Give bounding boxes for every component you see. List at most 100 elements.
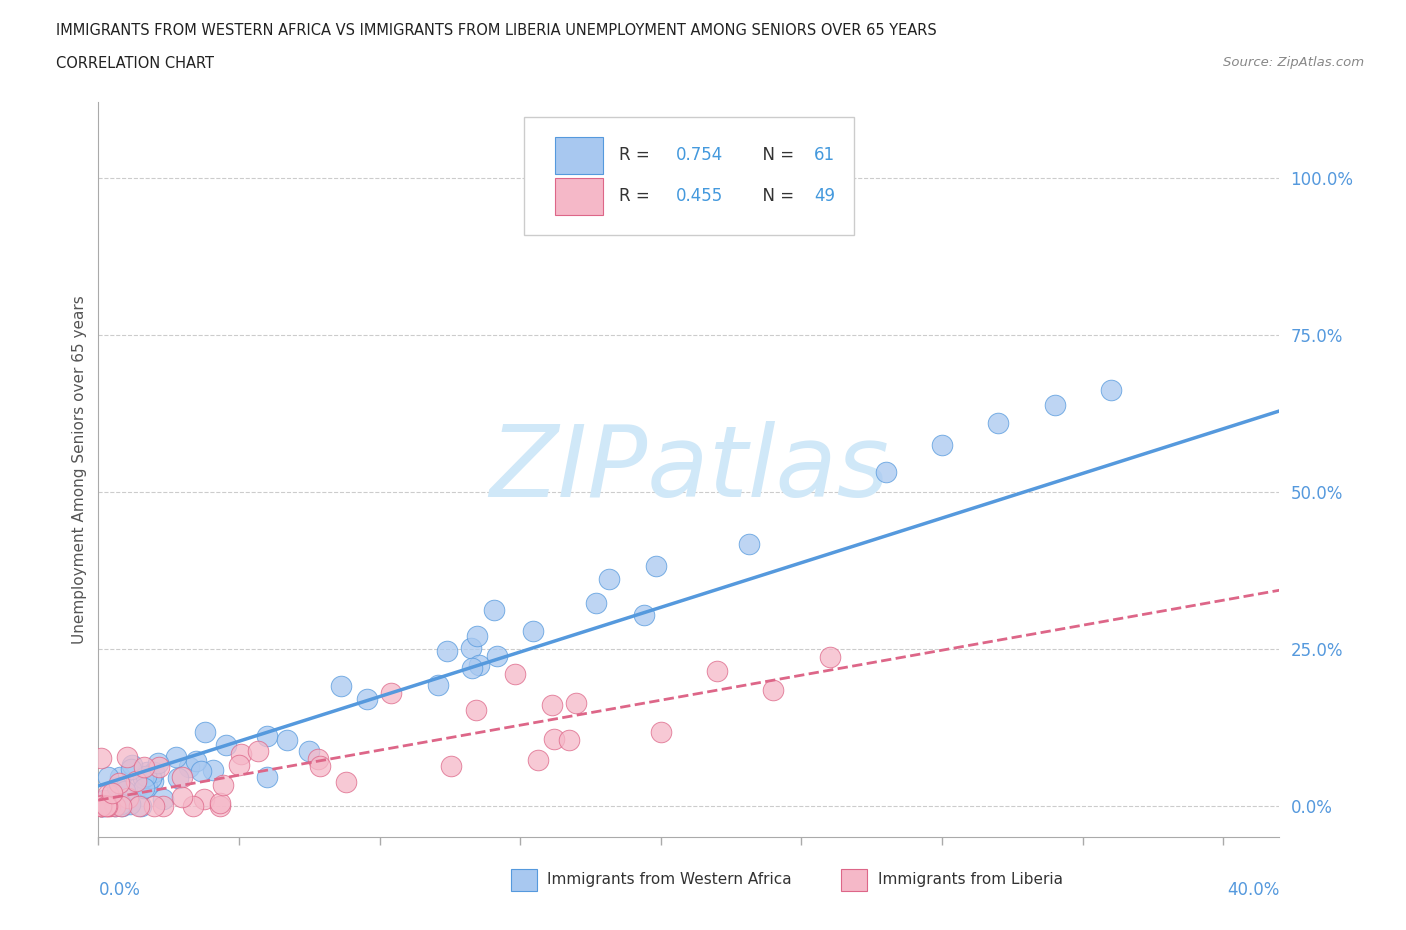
Text: 0.754: 0.754 [676,146,723,165]
Text: 49: 49 [814,187,835,206]
Point [212,777,235,792]
Point [380,685,402,700]
Point [762,682,785,697]
Point [256,770,278,785]
Point [135,768,157,783]
Text: IMMIGRANTS FROM WESTERN AFRICA VS IMMIGRANTS FROM LIBERIA UNEMPLOYMENT AMONG SEN: IMMIGRANTS FROM WESTERN AFRICA VS IMMIGR… [56,23,936,38]
Point [193,791,215,806]
Point [1099,382,1122,397]
Point [128,798,150,813]
Text: ZIPatlas: ZIPatlas [489,421,889,518]
Point [465,629,488,644]
Point [464,702,486,717]
FancyBboxPatch shape [555,178,603,215]
Text: 61: 61 [814,146,835,165]
Point [436,644,458,658]
Point [170,770,193,785]
Point [706,664,728,679]
Point [97,770,120,785]
Point [181,798,204,813]
Point [1043,397,1066,412]
Point [482,603,505,618]
Point [125,774,148,789]
Point [585,595,607,610]
Point [132,781,155,796]
Point [644,559,666,574]
Point [256,728,278,743]
Point [94,798,117,813]
Text: 40.0%: 40.0% [1227,881,1279,899]
Point [98,798,121,813]
Point [276,733,298,748]
Point [228,757,250,772]
Text: Immigrants from Western Africa: Immigrants from Western Africa [547,872,792,887]
Point [132,770,155,785]
Point [543,732,565,747]
Point [128,778,150,793]
Point [177,759,200,774]
Point [184,753,207,768]
Point [356,691,378,706]
Point [105,780,128,795]
Point [143,764,166,779]
Text: N =: N = [752,146,799,165]
Point [93,798,115,813]
Point [440,758,463,773]
Point [468,658,491,672]
Point [307,751,329,766]
Point [129,798,152,813]
FancyBboxPatch shape [841,869,868,891]
Point [167,771,190,786]
Point [139,771,162,786]
Text: 0.455: 0.455 [676,187,723,206]
Point [190,764,212,778]
Y-axis label: Unemployment Among Seniors over 65 years: Unemployment Among Seniors over 65 years [72,296,87,644]
Point [875,464,897,479]
Text: CORRELATION CHART: CORRELATION CHART [56,56,214,71]
Point [460,641,482,656]
Point [111,798,134,813]
Point [165,750,187,764]
Text: Source: ZipAtlas.com: Source: ZipAtlas.com [1223,56,1364,69]
Point [97,787,120,802]
Point [194,724,217,739]
Point [90,798,112,813]
FancyBboxPatch shape [523,117,855,234]
Point [208,798,231,813]
Point [91,798,114,813]
Point [96,798,118,813]
Point [120,796,142,811]
Point [987,416,1010,431]
Point [148,759,170,774]
Point [461,660,484,675]
Point [738,537,761,551]
Point [142,798,165,813]
Point [633,607,655,622]
Point [522,623,544,638]
Point [931,437,953,452]
Point [335,775,357,790]
Point [110,798,132,813]
Point [503,666,526,681]
Point [148,756,170,771]
Point [650,724,672,739]
Point [486,648,509,663]
Point [120,762,142,777]
Point [101,785,124,800]
Point [209,795,232,810]
Point [598,572,620,587]
FancyBboxPatch shape [510,869,537,891]
Point [114,784,136,799]
Point [247,744,270,759]
Point [104,798,127,813]
Point [115,750,138,764]
Point [103,797,125,812]
Point [90,751,112,765]
Text: R =: R = [619,146,655,165]
Text: 0.0%: 0.0% [98,881,141,899]
Point [426,678,449,693]
Point [110,797,132,812]
Point [136,779,159,794]
Point [564,696,586,711]
Point [527,752,550,767]
